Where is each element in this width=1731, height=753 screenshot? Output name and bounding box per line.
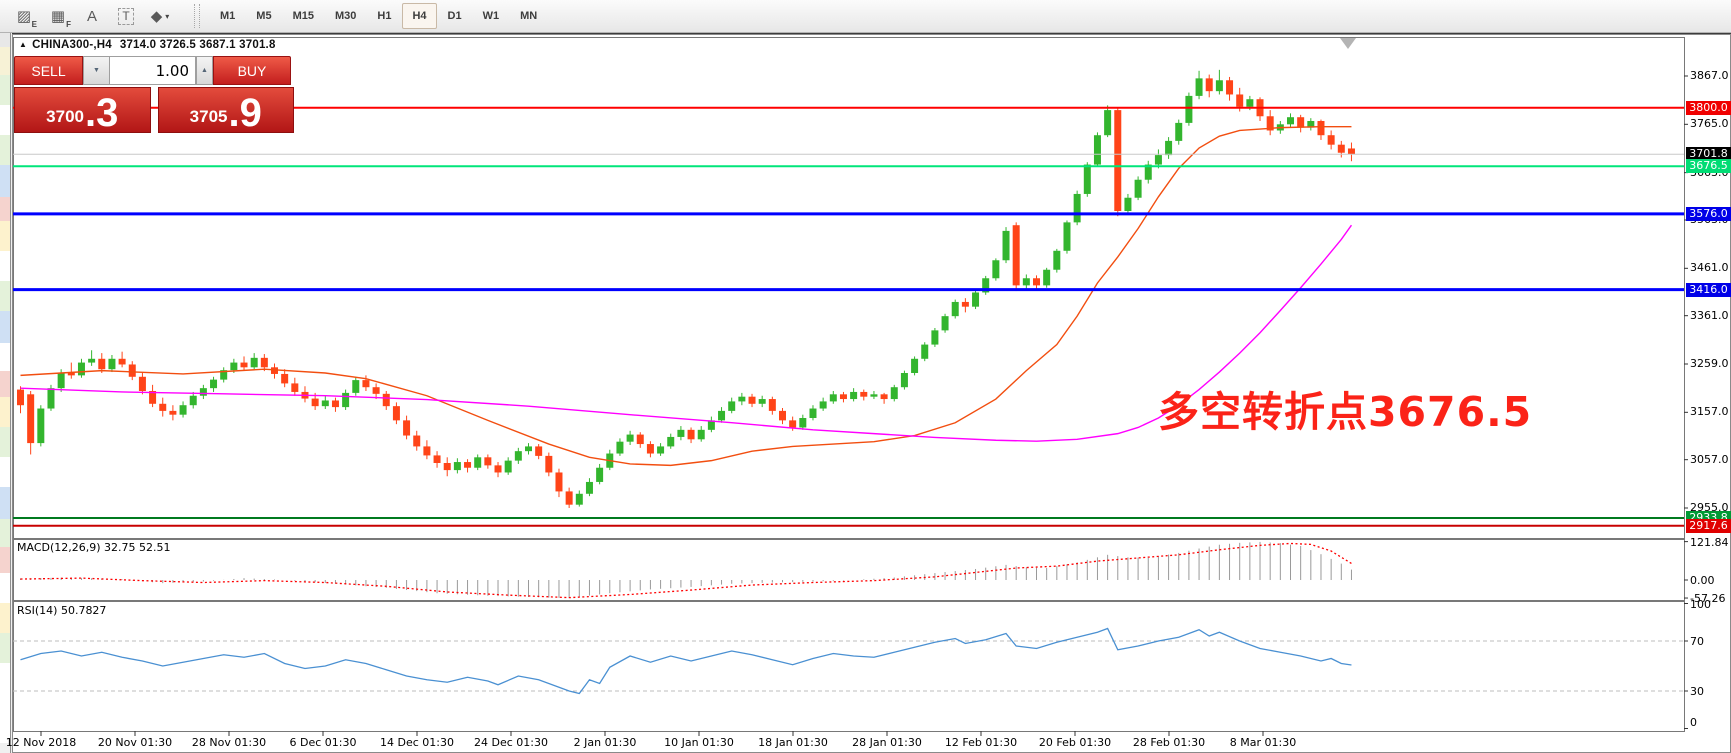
fibonacci-icon[interactable]: ▦ F [50, 8, 71, 29]
buy-price-box[interactable]: 3705.9 [157, 87, 294, 136]
chart-title: ▲ CHINA300-,H4 3714.0 3726.5 3687.1 3701.8 [19, 39, 276, 51]
volume-increase-button[interactable]: ▲ [196, 56, 213, 85]
buy-price-int: 3705 [189, 107, 228, 127]
date-tick-label: 28 Jan 01:30 [852, 736, 922, 749]
symbol-period-label: CHINA300-,H4 [32, 39, 112, 51]
sell-price-box[interactable]: 3700.3 [14, 87, 151, 133]
macd-tick-label: 121.84 [1690, 535, 1729, 549]
rsi-tick-label: 100 [1690, 598, 1711, 611]
price-tick-label: 3765.0 [1690, 117, 1729, 131]
sell-price-frac: .3 [84, 91, 119, 136]
price-level-badge: 3576.0 [1686, 206, 1731, 221]
date-tick-label: 18 Jan 01:30 [758, 736, 828, 749]
scroll-position-marker-icon [1340, 38, 1356, 49]
price-level-badge: 3800.0 [1686, 100, 1731, 115]
date-tick-label: 24 Dec 01:30 [474, 736, 548, 749]
text-label-icon[interactable]: A [86, 7, 97, 25]
timeframe-bar: M1 M5 M15 M30 H1 H4 D1 W1 MN [210, 3, 548, 29]
left-strip [0, 33, 11, 753]
rsi-label: RSI(14) 50.7827 [17, 604, 107, 617]
timeframe-h1[interactable]: H1 [377, 10, 392, 22]
date-tick-label: 28 Nov 01:30 [191, 736, 267, 749]
date-tick-label: 20 Feb 01:30 [1038, 736, 1112, 749]
sell-button[interactable]: SELL [14, 56, 83, 85]
buy-price-frac: .9 [228, 91, 262, 136]
price-tick-label: 3057.0 [1690, 452, 1729, 466]
price-tick-label: 3867.0 [1690, 69, 1729, 82]
drawing-tools: ▨ E ▦ F A T ◆ ▾ [10, 3, 180, 29]
macd-tick-label: 0.00 [1690, 574, 1715, 587]
equidistant-channel-icon[interactable]: ▨ E [16, 8, 37, 29]
shapes-icon[interactable]: ◆ ▾ [150, 8, 170, 25]
date-tick-label: 2 Jan 01:30 [573, 736, 637, 749]
timeframe-m30[interactable]: M30 [334, 10, 357, 22]
macd-label: MACD(12,26,9) 32.75 52.51 [17, 541, 171, 554]
volume-decrease-button[interactable]: ▼ [83, 56, 110, 85]
timeframe-d1[interactable]: D1 [447, 10, 462, 22]
timeframe-mn[interactable]: MN [520, 10, 538, 22]
timeframe-m1[interactable]: M1 [220, 10, 236, 22]
annotation-text: 多空转折点3676.5 [1158, 388, 1533, 436]
buy-button[interactable]: BUY [213, 56, 291, 85]
date-tick-label: 14 Dec 01:30 [380, 736, 454, 749]
text-box-icon[interactable]: T [112, 3, 140, 29]
price-tick-label: 3461.0 [1690, 261, 1729, 275]
price-tick-label: 3157.0 [1690, 405, 1729, 419]
date-tick-label: 6 Dec 01:30 [289, 736, 357, 749]
ohlc-values: 3714.0 3726.5 3687.1 3701.8 [119, 39, 276, 51]
date-tick-label: 28 Feb 01:30 [1132, 736, 1206, 749]
price-level-badge: 3676.5 [1686, 159, 1731, 174]
timeframe-m15[interactable]: M15 [292, 10, 314, 22]
collapse-arrow-icon[interactable]: ▲ [19, 40, 28, 49]
timeframe-h4[interactable]: H4 [402, 3, 437, 29]
rsi-tick-label: 0 [1690, 716, 1697, 729]
rsi-tick-label: 30 [1690, 685, 1704, 698]
date-tick-label: 10 Jan 01:30 [664, 736, 734, 749]
price-tick-label: 3259.0 [1690, 356, 1729, 370]
chevron-up-icon: ▲ [201, 67, 208, 74]
price-tick-label: 3361.0 [1690, 308, 1729, 322]
toolbar: ▨ E ▦ F A T ◆ ▾ M1 M5 M15 M30 H1 H4 D1 W1 MN [0, 0, 1731, 33]
volume-input[interactable] [110, 56, 196, 85]
date-tick-label: 8 Mar 01:30 [1229, 736, 1297, 749]
chevron-down-icon: ▼ [93, 67, 100, 74]
one-click-trade-panel: SELL ▼ ▲ BUY 3700.3 3705.9 [14, 56, 294, 133]
sell-price-int: 3700 [46, 107, 84, 127]
timeframe-w1[interactable]: W1 [482, 10, 500, 22]
date-tick-label: 20 Nov 01:30 [97, 736, 173, 749]
rsi-tick-label: 70 [1690, 635, 1704, 648]
price-level-badge: 3416.0 [1686, 282, 1731, 297]
timeframe-m5[interactable]: M5 [256, 10, 272, 22]
toolbar-separator [194, 4, 200, 28]
date-tick-label: 12 Feb 01:30 [944, 736, 1018, 749]
price-level-badge: 2917.6 [1686, 518, 1731, 533]
date-tick-label: 12 Nov 2018 [5, 736, 77, 749]
